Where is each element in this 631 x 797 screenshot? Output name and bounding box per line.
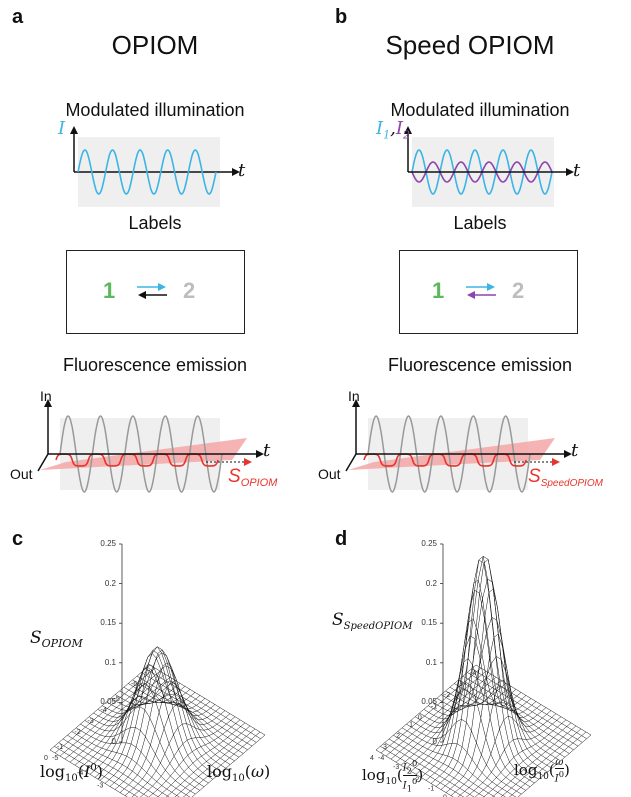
time-symbol-a: t	[238, 160, 246, 181]
base-tick-label: -2	[74, 729, 80, 736]
base-tick-label: -6	[131, 681, 137, 688]
state-1-a: 1	[103, 278, 116, 303]
panel-a-labels-heading: Labels	[128, 213, 182, 233]
base-tick-label: -3	[97, 782, 103, 789]
axis-in-a: In	[40, 388, 52, 404]
panel-b-title: Speed OPIOM	[385, 30, 555, 60]
panel-b-illum-label: Modulated illumination	[390, 100, 570, 120]
z-tick-label: 0.05	[421, 697, 437, 707]
state-2-b: 2	[512, 278, 525, 303]
base-tick-label: -3	[87, 718, 93, 725]
surface-mesh	[375, 555, 592, 797]
z-tick-label: 0	[111, 737, 116, 746]
axis-out-a: Out	[10, 466, 33, 482]
base-tick-label: -4	[470, 670, 476, 677]
z-tick-label: 0.15	[100, 618, 116, 628]
light-intensity-symbols-b: I1,I2	[376, 118, 410, 142]
time-symbol-emission-a: t	[263, 440, 271, 461]
panel-b-emission-heading: Fluorescence emission	[387, 355, 573, 375]
forward-arrow-icon	[487, 283, 495, 291]
x-label-d: log10(I20 I10)	[362, 758, 424, 794]
state-2-a: 2	[183, 278, 196, 303]
panel-letter-a: a	[12, 6, 24, 28]
z-tick-label: 0.25	[421, 539, 437, 548]
base-tick-label: -2	[444, 692, 450, 699]
z-label-c: SOPIOM	[30, 628, 83, 651]
panel-a-title: OPIOM	[111, 30, 199, 60]
panel-a-illum-label: Modulated illumination	[65, 100, 245, 120]
panel-a-labels-box	[66, 250, 245, 334]
base-tick-label: 3	[383, 744, 387, 751]
backward-arrow-icon	[467, 291, 475, 299]
base-tick-label: -2	[413, 776, 419, 783]
base-tick-label: 1	[409, 722, 413, 729]
panel-letter-b: b	[335, 6, 348, 28]
base-tick-label: -5	[52, 755, 58, 762]
z-tick-label: 0.25	[100, 539, 116, 548]
base-tick-label: -1	[428, 785, 434, 792]
z-tick-label: 0.05	[100, 697, 116, 707]
base-tick-label: -4	[77, 770, 83, 777]
z-tick-label: 0.1	[425, 657, 437, 667]
backward-arrow-icon	[138, 291, 146, 299]
base-tick-label: -4	[378, 755, 384, 762]
panel-letter-d: d	[335, 528, 348, 550]
panel-a-emission-heading: Fluorescence emission	[62, 355, 248, 375]
time-symbol-emission-b: t	[571, 440, 579, 461]
base-tick-label: 0	[418, 714, 422, 721]
light-intensity-symbol: I	[58, 118, 66, 139]
axis-out-b: Out	[318, 466, 341, 482]
z-tick-label: 0.2	[425, 578, 437, 588]
axis-in-b: In	[348, 388, 360, 404]
time-symbol-b: t	[573, 160, 581, 181]
base-tick-label: 0	[44, 755, 48, 762]
base-tick-label: -1	[431, 703, 437, 710]
z-tick-label: 0	[432, 737, 437, 746]
base-tick-label: -4	[101, 707, 107, 714]
panel-b-labels-heading: Labels	[453, 213, 507, 233]
base-tick-label: 2	[396, 733, 400, 740]
signal-label-b: SSpeedOPIOM	[528, 466, 603, 490]
state-1-b: 1	[432, 278, 445, 303]
z-label-d: SSpeedOPIOM	[332, 610, 413, 633]
base-tick-label: -1	[57, 744, 63, 751]
z-tick-label: 0.2	[104, 578, 116, 588]
signal-label-a: SOPIOM	[228, 466, 278, 490]
base-tick-label: -7	[144, 670, 150, 677]
y-label-c: log10(ω)	[207, 762, 271, 785]
surface-mesh	[49, 646, 266, 797]
base-tick-label: -3	[393, 764, 399, 771]
base-tick-label: -5	[114, 696, 120, 703]
panel-b-labels-box	[399, 250, 578, 334]
base-tick-label: -3	[457, 681, 463, 688]
x-label-c: log10(I0)	[40, 762, 103, 785]
base-tick-label: 0	[443, 795, 447, 797]
z-tick-label: 0.15	[421, 618, 437, 628]
y-label-d: log10(ω I0)	[514, 757, 570, 785]
z-tick-label: 0.1	[104, 657, 116, 667]
panel-letter-c: c	[12, 528, 24, 550]
base-tick-label: 4	[370, 755, 374, 762]
forward-arrow-icon	[158, 283, 166, 291]
